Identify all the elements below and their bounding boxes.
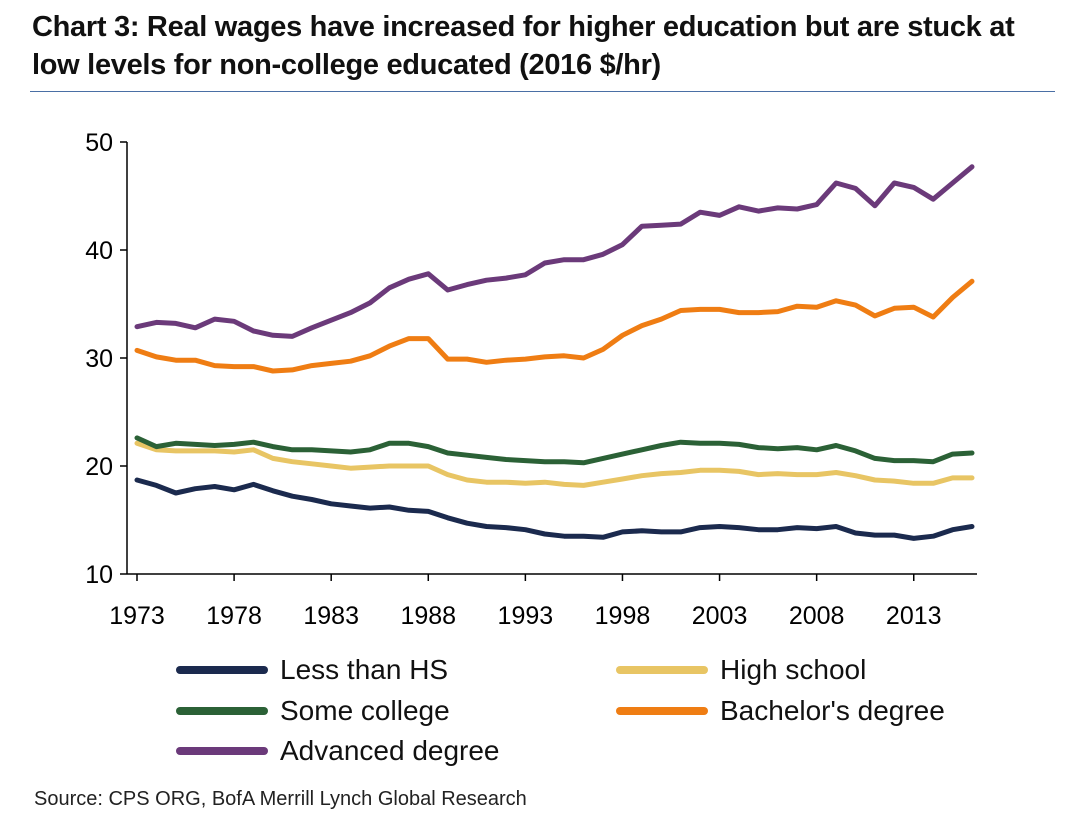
y-tick-label: 40 [85,237,113,265]
x-tick-label: 2008 [789,602,845,630]
series-line-advanced [134,164,975,339]
series-line-bachelors [134,278,975,374]
y-tick-label: 50 [85,129,113,157]
x-tick-label: 2003 [692,602,748,630]
x-tick-label: 1993 [498,602,554,630]
chart-title: Chart 3: Real wages have increased for h… [32,11,1015,81]
x-tick-label: 1973 [109,602,165,630]
series-lines [134,164,975,541]
y-tick-label: 30 [85,345,113,373]
x-tick-label: 1988 [400,602,456,630]
y-tick-label: 10 [85,561,113,589]
series-line-less-than-hs [134,477,975,541]
title-divider [30,91,1055,92]
y-tick-label: 20 [85,453,113,481]
series-line-high-school [134,440,975,488]
x-axis-ticks: 1973 1978 1983 1988 1993 1998 2003 2008 2013 [109,574,942,630]
series-line-some-college [134,435,975,466]
source-note: Source: CPS ORG, BofA Merrill Lynch Glob… [34,788,527,810]
x-tick-label: 1978 [206,602,262,630]
x-tick-label: 1998 [595,602,651,630]
x-tick-label: 1983 [303,602,359,630]
x-tick-label: 2013 [886,602,942,630]
y-axis-ticks: 10 20 30 40 50 [85,129,127,589]
